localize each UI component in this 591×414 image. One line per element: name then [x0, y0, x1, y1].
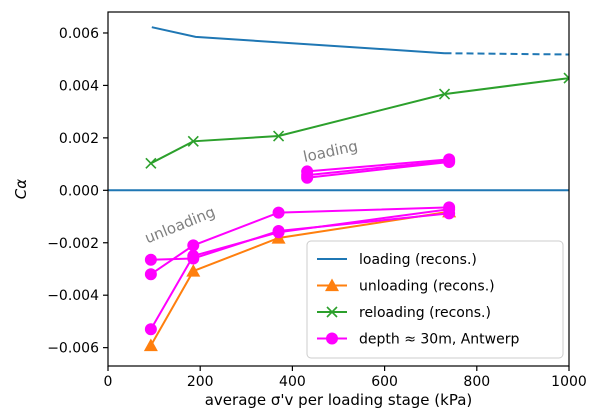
x-tick-label-5: 1000 [551, 374, 587, 390]
y-tick-label-5: −0.004 [47, 288, 99, 304]
series-2-line-0 [150, 77, 569, 165]
y-axis-label: Cα [12, 179, 30, 199]
series-0 [151, 26, 569, 56]
legend-marker-2 [326, 306, 338, 318]
legend-box [306, 240, 564, 359]
x-tick-label-2: 400 [279, 374, 306, 390]
series-2-point-0-2 [273, 130, 285, 142]
x-tick-label-1: 200 [187, 374, 214, 390]
legend-entry-2: reloading (recons.) [317, 305, 491, 321]
series-3-point-2-3 [443, 207, 456, 220]
series-3-point-1-2 [272, 206, 285, 219]
series-3-point-1-1 [187, 239, 200, 252]
y-tick-label-0: 0.006 [59, 26, 99, 42]
series-3-line-3 [307, 158, 450, 173]
series-3-point-1-0 [144, 268, 157, 281]
series-2-point-0-0 [145, 157, 157, 169]
y-tick-label-6: −0.006 [47, 341, 99, 357]
legend-label-1: unloading (recons.) [359, 279, 495, 295]
x-axis-label: average σ'v per loading stage (kPa) [205, 391, 473, 409]
y-tick-label-1: 0.004 [59, 78, 99, 94]
legend-marker-3 [326, 332, 338, 345]
series-1-point-0-1 [186, 264, 201, 277]
series-1-point-0-0 [143, 338, 158, 352]
series-0-line-0 [151, 26, 445, 55]
y-tick-label-2: 0.002 [59, 131, 99, 147]
series-0-line-1 [444, 52, 569, 56]
legend-label-0: loading (recons.) [359, 252, 477, 268]
series-3-line-4 [307, 161, 450, 179]
series-3-line-5 [307, 159, 450, 177]
series-3-line-2 [150, 212, 450, 261]
axis-ticks: 0 200 400 600 800 1000 0.006 0.004 0.002 0.000 −0.… [47, 26, 587, 390]
series-3 [144, 153, 456, 336]
series-3-point-2-1 [187, 252, 200, 265]
legend-label-3: depth ≈ 30m, Antwerp [359, 332, 519, 348]
legend-entry-3: depth ≈ 30m, Antwerp [317, 332, 519, 348]
series-2-point-0-3 [438, 88, 451, 100]
series-3-point-2-2 [272, 224, 285, 237]
plot-area-frame [107, 11, 570, 367]
series-3-point-5-0 [301, 169, 314, 182]
series-2-point-0-1 [187, 135, 199, 147]
y-tick-label-3: 0.000 [59, 183, 99, 199]
annotation-0: loading [302, 137, 360, 166]
legend-entry-1: unloading (recons.) [317, 278, 495, 295]
series-3-point-5-1 [443, 154, 456, 167]
y-tick-label-4: −0.002 [47, 236, 99, 252]
legend-marker-1 [325, 278, 339, 292]
legend-entry-0: loading (recons.) [317, 252, 477, 268]
series-2-point-0-4 [563, 72, 569, 84]
series-1-line-0 [150, 210, 450, 346]
legend-label-2: reloading (recons.) [359, 305, 491, 321]
x-tick-label-4: 800 [463, 374, 490, 390]
legend: loading (recons.) unloading (recons.) relo… [306, 240, 564, 359]
series-3-point-0-0 [144, 323, 157, 336]
x-tick-label-0: 0 [104, 374, 113, 390]
series-2 [145, 72, 569, 169]
series-3-point-2-0 [144, 253, 157, 266]
x-tick-label-3: 600 [371, 374, 398, 390]
